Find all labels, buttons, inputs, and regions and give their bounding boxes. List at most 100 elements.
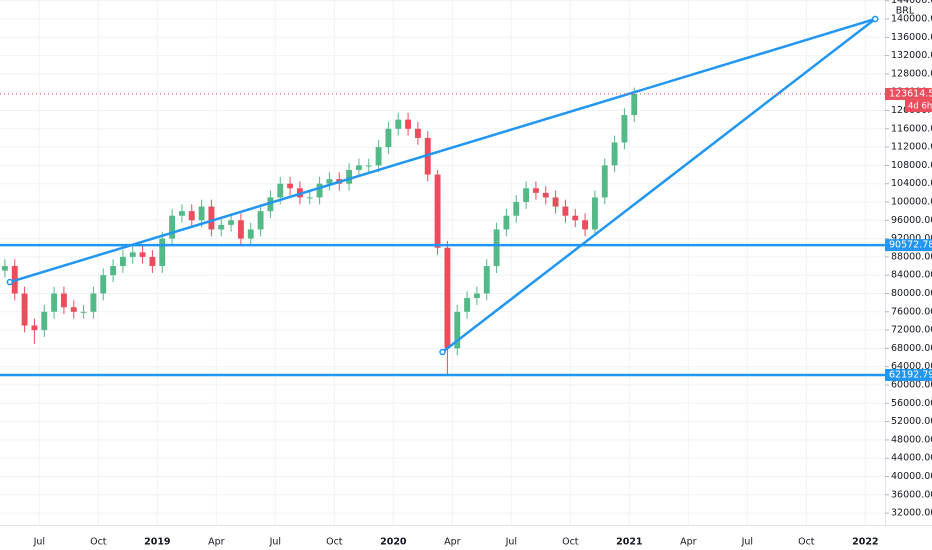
- x-tick-label: Apr: [208, 537, 225, 548]
- trend-anchor: [6, 278, 14, 286]
- candle-body: [306, 197, 313, 199]
- candle-body: [326, 179, 333, 184]
- candle-body: [100, 275, 107, 294]
- y-tick-label: 68000.00: [891, 343, 932, 354]
- candle-body: [110, 266, 117, 276]
- candle-body: [591, 197, 598, 230]
- candle-body: [395, 119, 402, 129]
- price-label: 62192.79: [889, 369, 932, 380]
- candle-body: [346, 169, 353, 184]
- candle-body: [444, 247, 451, 349]
- candle-body: [169, 215, 176, 239]
- price-label-box: [885, 368, 932, 381]
- candle-body: [414, 128, 421, 138]
- y-tick-label: 96000.00: [891, 215, 932, 226]
- candle-body: [287, 183, 294, 189]
- candle-body: [483, 266, 490, 294]
- candle-body: [631, 93, 638, 116]
- candle-body: [375, 147, 382, 166]
- y-tick-label: 52000.00: [891, 416, 932, 427]
- candle-body: [277, 183, 284, 198]
- x-tick-label: Apr: [444, 537, 461, 548]
- candle-body: [365, 165, 372, 167]
- y-tick-label: 108000.00: [891, 160, 932, 171]
- y-tick-label: 72000.00: [891, 325, 932, 336]
- candle-body: [267, 197, 274, 212]
- price-label-box: [885, 239, 932, 252]
- trend-anchor: [439, 348, 446, 356]
- x-tick-label: Apr: [680, 537, 697, 548]
- x-tick-label: 2020: [380, 537, 407, 548]
- candle-body: [257, 211, 264, 230]
- y-tick-label: 36000.00: [891, 489, 932, 500]
- y-tick-label: 60000.00: [891, 380, 932, 391]
- candle-body: [139, 252, 146, 257]
- countdown-label: 4d 6h: [908, 101, 932, 111]
- y-tick-label: 132000.00: [891, 50, 932, 61]
- y-tick-label: 140000.00: [891, 13, 932, 24]
- y-tick-label: 48000.00: [891, 434, 932, 445]
- candle-body: [247, 229, 254, 239]
- x-tick-label: 2019: [144, 537, 170, 548]
- y-tick-label: 44000.00: [891, 453, 932, 464]
- y-tick-label: 64000.00: [891, 361, 932, 372]
- candle-body: [385, 128, 392, 148]
- last-price-box: [885, 87, 932, 100]
- trend-line: [441, 17, 876, 354]
- candle-body: [178, 211, 185, 216]
- y-tick-label: 92000.00: [891, 233, 932, 244]
- x-tick-label: Oct: [798, 537, 815, 548]
- candle-body: [316, 183, 323, 198]
- candle-body: [198, 206, 205, 221]
- y-tick-label: 128000.00: [891, 68, 932, 79]
- x-tick-label: 2022: [852, 537, 878, 548]
- last-price-label: 123614.53: [889, 88, 932, 99]
- y-tick-label: 116000.00: [891, 123, 932, 134]
- candle-body: [611, 142, 618, 166]
- candle-body: [405, 119, 412, 129]
- y-tick-label: 88000.00: [891, 251, 932, 262]
- candle-body: [80, 311, 87, 313]
- candle-body: [542, 192, 549, 198]
- candle-body: [51, 293, 58, 312]
- y-tick-label: 84000.00: [891, 270, 932, 281]
- y-tick-label: 56000.00: [891, 398, 932, 409]
- candle-body: [237, 220, 244, 239]
- trend-line: [9, 17, 876, 284]
- y-tick-label: 104000.00: [891, 178, 932, 189]
- candle-body: [70, 307, 77, 312]
- x-tick-label: 2021: [616, 537, 642, 548]
- y-tick-label: 32000.00: [891, 508, 932, 519]
- x-tick-label: Oct: [326, 537, 343, 548]
- candle-body: [503, 215, 510, 230]
- candle-body: [129, 252, 136, 257]
- y-tick-label: 100000.00: [891, 196, 932, 207]
- candle-body: [60, 293, 67, 308]
- y-tick-label: 76000.00: [891, 306, 932, 317]
- candle-body: [218, 224, 225, 230]
- candle-body: [572, 215, 579, 221]
- x-tick-label: Jul: [741, 537, 753, 548]
- y-tick-label: 136000.00: [891, 32, 932, 43]
- candle-body: [208, 206, 215, 230]
- candle-body: [355, 165, 362, 170]
- candle-body: [621, 115, 628, 143]
- candle-body: [159, 238, 166, 267]
- y-tick-label: 80000.00: [891, 288, 932, 299]
- candle-body: [31, 325, 38, 331]
- x-tick-label: Jul: [269, 537, 281, 548]
- candle-body: [1, 266, 8, 271]
- candle-body: [41, 311, 48, 331]
- candle-body: [523, 188, 530, 202]
- candle-body: [562, 206, 569, 216]
- candle-body: [513, 201, 520, 216]
- countdown-box: [905, 99, 932, 112]
- candle-body: [601, 165, 608, 198]
- candle-body: [532, 188, 539, 193]
- price-label: 90572.78: [889, 240, 932, 251]
- candle-body: [473, 293, 480, 299]
- x-tick-label: Oct: [562, 537, 579, 548]
- candle-body: [21, 293, 28, 326]
- candle-body: [90, 293, 97, 312]
- candle-body: [464, 298, 471, 312]
